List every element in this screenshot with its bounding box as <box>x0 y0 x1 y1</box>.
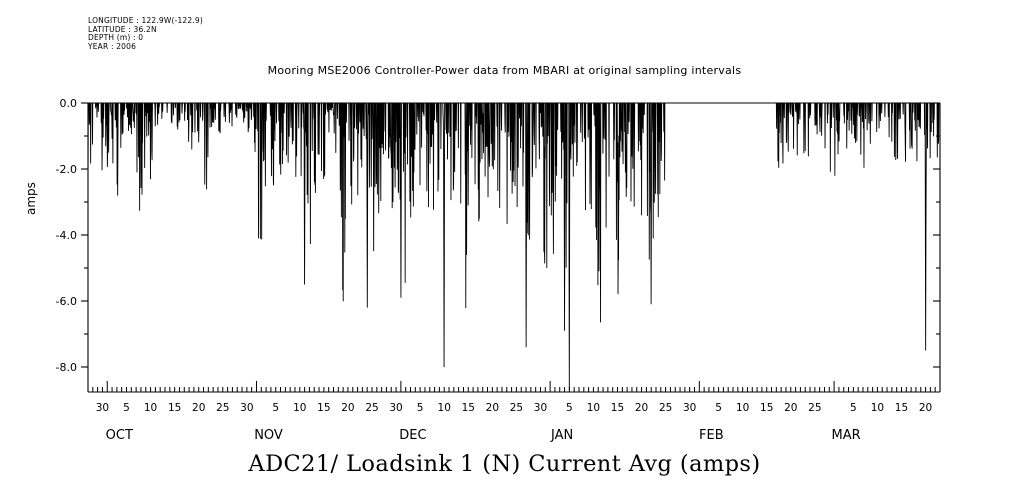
x-tick-label: 25 <box>216 402 229 414</box>
x-tick-label: 20 <box>919 402 932 414</box>
x-tick-label: 15 <box>611 402 624 414</box>
month-label: NOV <box>254 428 283 443</box>
x-tick-label: 25 <box>808 402 821 414</box>
x-tick-label: 15 <box>760 402 773 414</box>
y-tick-label: 0.0 <box>60 97 78 110</box>
y-tick-label: -6.0 <box>56 295 77 308</box>
x-tick-group: 30 5 10 15 20 25 30 5 10 15 20 25 30 5 10 15 20 25 30 5 10 15… <box>87 381 941 414</box>
x-tick-label: 25 <box>365 402 378 414</box>
chart-title: Mooring MSE2006 Controller-Power data fr… <box>267 64 742 77</box>
x-tick-label: 10 <box>587 402 600 414</box>
x-tick-label: 20 <box>784 402 797 414</box>
x-tick-label: 30 <box>683 402 696 414</box>
month-label: FEB <box>699 428 724 443</box>
x-tick-label: 10 <box>871 402 884 414</box>
x-tick-label: 15 <box>462 402 475 414</box>
x-tick-label: 20 <box>635 402 648 414</box>
x-tick-label: 5 <box>123 402 130 414</box>
metadata-block: LONGITUDE : 122.9W(-122.9) LATITUDE : 36… <box>88 16 203 51</box>
month-label: DEC <box>399 428 426 443</box>
y-tick-label: -2.0 <box>56 163 77 176</box>
x-tick-label: 10 <box>736 402 749 414</box>
x-tick-label: 5 <box>850 402 857 414</box>
x-tick-label: 5 <box>272 402 279 414</box>
x-tick-label: 30 <box>240 402 253 414</box>
x-tick-label: 25 <box>510 402 523 414</box>
x-tick-label: 20 <box>192 402 205 414</box>
x-tick-label: 10 <box>438 402 451 414</box>
x-tick-label: 10 <box>293 402 306 414</box>
x-tick-label: 30 <box>534 402 547 414</box>
x-tick-label: 30 <box>389 402 402 414</box>
y-tick-label: -4.0 <box>56 229 77 242</box>
x-tick-label: 25 <box>659 402 672 414</box>
series-line-adc21-loadsink-1 <box>87 102 940 391</box>
x-tick-label: 15 <box>895 402 908 414</box>
y-tick-group: 0.0 -2.0 -4.0 -6.0 -8.0 <box>56 97 940 374</box>
month-label: JAN <box>550 428 573 443</box>
month-label: MAR <box>832 428 861 443</box>
metadata-depth: DEPTH (m) : 0 <box>88 33 144 43</box>
x-tick-label: 15 <box>168 402 181 414</box>
x-tick-label: 10 <box>144 402 157 414</box>
metadata-year: YEAR : 2006 <box>88 41 137 51</box>
series-path-group <box>87 102 940 391</box>
x-tick-label: 20 <box>341 402 354 414</box>
month-label-group: OCT NOV DEC JAN FEB MAR <box>106 428 861 443</box>
chart-caption: ADC21/ Loadsink 1 (N) Current Avg (amps) <box>248 451 761 477</box>
x-tick-label: 5 <box>566 402 573 414</box>
metadata-latitude: LATITUDE : 36.2N <box>88 24 157 34</box>
x-tick-label: 30 <box>96 402 109 414</box>
x-tick-label: 5 <box>715 402 722 414</box>
x-tick-label: 15 <box>317 402 330 414</box>
y-tick-label: -8.0 <box>56 361 77 374</box>
metadata-longitude: LONGITUDE : 122.9W(-122.9) <box>88 16 203 25</box>
axis-frame-group <box>87 102 941 393</box>
x-tick-label: 5 <box>417 402 424 414</box>
x-tick-label: 20 <box>486 402 499 414</box>
month-label: OCT <box>106 428 133 443</box>
